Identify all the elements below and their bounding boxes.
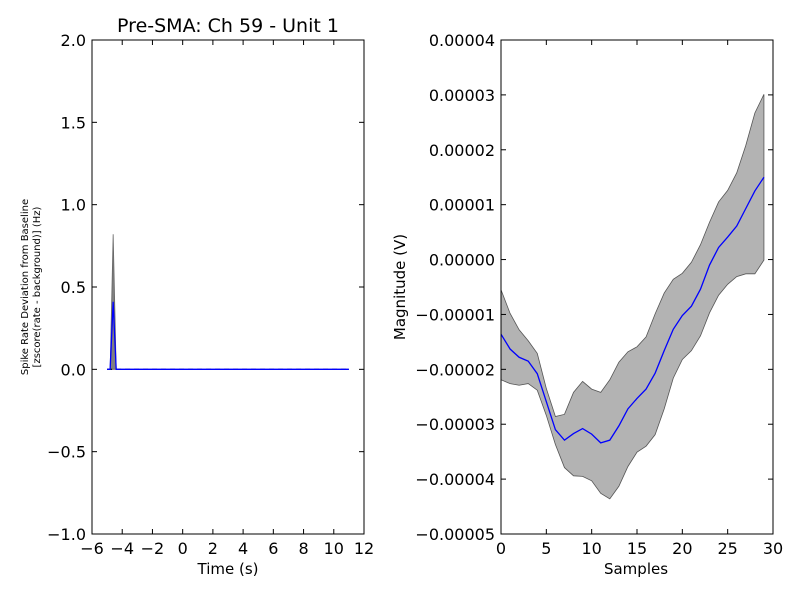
right-axes-frame (500, 39, 774, 535)
right-y-tick-label: −0.00002 (415, 360, 495, 379)
right-y-axis-label: Magnitude (V) (391, 234, 409, 340)
left-y-tick-label: −1.0 (47, 525, 86, 544)
right-y-tick-label: 0.00001 (429, 196, 495, 215)
right-x-tick-label: 0 (496, 539, 506, 558)
left-x-tick-label: −6 (80, 539, 104, 558)
left-y-tick-label: 1.5 (61, 113, 86, 132)
right-y-tick-label: 0.00004 (429, 31, 495, 50)
left-y-tick-label: 0.5 (61, 278, 86, 297)
left-axes-frame (91, 39, 365, 535)
right-chart-panel: 0 5 10 15 20 25 30 −0.00005 −0.00004 −0.00003 −0.0… (391, 31, 783, 578)
right-x-tick-label: 15 (627, 539, 647, 558)
right-y-tick-label: −0.00001 (415, 305, 495, 324)
left-uncertainty-band (107, 234, 349, 370)
left-x-tick-label: 0 (178, 539, 188, 558)
left-x-tick-label: −4 (110, 539, 134, 558)
left-y-tick-label: 2.0 (61, 31, 86, 50)
left-mean-line (107, 301, 349, 370)
left-chart-panel: Pre-SMA: Ch 59 - Unit 1 −6 −4 −2 0 2 4 6 8 10 12−… (20, 15, 374, 578)
left-x-tick-label: 4 (238, 539, 248, 558)
left-x-tick-label: 6 (268, 539, 278, 558)
left-y-tick-label: 0.0 (61, 360, 86, 379)
left-y-tick-label: −0.5 (47, 443, 86, 462)
left-x-tick-label: 8 (298, 539, 308, 558)
right-uncertainty-band (500, 94, 765, 500)
right-x-tick-label: 30 (763, 539, 783, 558)
right-x-tick-label: 25 (717, 539, 737, 558)
left-y-axis-label-line-1: Spike Rate Deviation from Baseline (20, 199, 31, 375)
left-y-axis-label-line-2: [zscore(rate - background)] (Hz) (32, 206, 43, 367)
left-y-tick-label: 1.0 (61, 196, 86, 215)
right-plot-area: 0 5 10 15 20 25 30 −0.00005 −0.00004 −0.00003 −0.0… (415, 31, 783, 558)
right-x-tick-label: 10 (581, 539, 601, 558)
left-x-tick-label: −2 (141, 539, 165, 558)
left-plot-area: −6 −4 −2 0 2 4 6 8 10 12 −1.0 −0.5 0.0 0.5 1.0 1.5 2.0 (47, 31, 374, 558)
left-x-tick-label: 2 (208, 539, 218, 558)
right-y-tick-label: −0.00005 (415, 525, 495, 544)
right-y-tick-label: 0.00003 (429, 86, 495, 105)
right-y-tick-label: −0.00003 (415, 415, 495, 434)
right-x-tick-label: 5 (541, 539, 551, 558)
right-x-tick-label: 20 (672, 539, 692, 558)
right-y-tick-label: −0.00004 (415, 470, 495, 489)
right-y-tick-label: 0.00002 (429, 141, 495, 160)
right-y-tick-label: 0.00000 (429, 251, 495, 270)
left-x-axis-label: Time (s) (197, 560, 259, 578)
right-x-axis-label: Samples (604, 560, 668, 578)
right-mean-line (500, 176, 765, 444)
left-x-tick-label: 12 (354, 539, 374, 558)
left-chart-title: Pre-SMA: Ch 59 - Unit 1 (117, 15, 339, 37)
left-x-tick-label: 10 (324, 539, 344, 558)
